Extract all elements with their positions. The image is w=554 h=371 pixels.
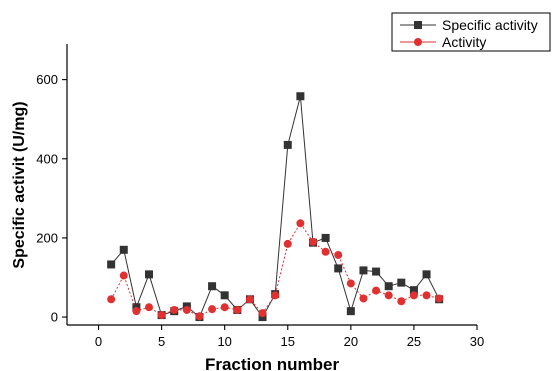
data-point-square [107, 260, 116, 269]
legend-label-specific-activity: Specific activity [442, 17, 538, 33]
legend-item-specific-activity: Specific activity [400, 17, 538, 33]
data-point-circle [384, 291, 393, 300]
data-point-circle [397, 297, 406, 306]
legend-label-activity: Activity [442, 34, 486, 50]
data-point-square [220, 291, 229, 300]
y-ticks: 0 200 400 600 [36, 72, 67, 325]
x-tick-label: 5 [158, 334, 165, 349]
series-activity [107, 219, 444, 321]
data-point-circle [359, 294, 368, 303]
axes [66, 44, 477, 326]
data-point-circle [145, 303, 153, 312]
data-point-circle [182, 305, 191, 314]
data-point-circle [409, 291, 418, 300]
x-ticks: 0 5 10 15 20 25 30 [95, 325, 484, 349]
y-tick-label: 200 [36, 230, 58, 245]
data-point-circle [119, 271, 128, 280]
legend-marker-square [414, 21, 422, 29]
data-point-square [119, 245, 128, 254]
data-point-circle [195, 312, 204, 321]
data-point-square [409, 286, 418, 295]
data-point-circle [435, 294, 444, 303]
data-point-circle [372, 286, 381, 295]
y-tick-label: 0 [51, 310, 58, 325]
legend-marker-circle [414, 38, 422, 46]
legend-item-activity: Activity [400, 34, 486, 50]
data-point-circle [208, 305, 217, 314]
data-point-square [296, 92, 305, 101]
data-point-square [397, 278, 406, 287]
x-tick-label: 25 [407, 334, 421, 349]
data-point-square [372, 267, 381, 276]
data-point-circle [170, 305, 179, 314]
data-point-circle [157, 311, 166, 320]
data-point-circle [283, 239, 292, 248]
y-tick-label: 600 [36, 72, 58, 87]
x-axis-title: Fraction number [205, 355, 340, 371]
x-tick-label: 30 [470, 334, 484, 349]
data-point-circle [107, 295, 116, 304]
x-tick-label: 0 [95, 334, 102, 349]
data-point-square [384, 282, 393, 291]
data-point-circle [296, 219, 305, 228]
data-point-circle [321, 247, 330, 256]
data-point-circle [334, 250, 343, 259]
x-tick-label: 15 [281, 334, 295, 349]
data-point-circle [346, 279, 355, 288]
data-point-square [145, 270, 153, 279]
series-line [110, 222, 440, 317]
data-point-square [346, 307, 355, 316]
data-point-circle [309, 237, 317, 246]
data-point-square [321, 233, 330, 242]
y-tick-label: 400 [36, 151, 58, 166]
legend: Specific activity Activity [391, 12, 551, 52]
data-point-square [208, 282, 217, 291]
data-point-circle [220, 303, 229, 312]
data-point-square [334, 264, 343, 273]
data-point-circle [233, 305, 242, 314]
data-point-circle [422, 291, 431, 300]
data-point-square [359, 266, 368, 275]
data-point-square [422, 270, 431, 279]
x-tick-label: 10 [217, 334, 231, 349]
series-layer [107, 92, 444, 322]
data-point-circle [258, 309, 267, 318]
data-point-circle [245, 295, 254, 304]
data-point-square [283, 140, 292, 149]
y-axis-title: Specific activit (U/mg) [11, 101, 28, 268]
data-point-circle [132, 307, 141, 316]
data-point-circle [271, 291, 280, 300]
series-specific-activity [107, 92, 444, 322]
x-tick-label: 20 [344, 334, 358, 349]
